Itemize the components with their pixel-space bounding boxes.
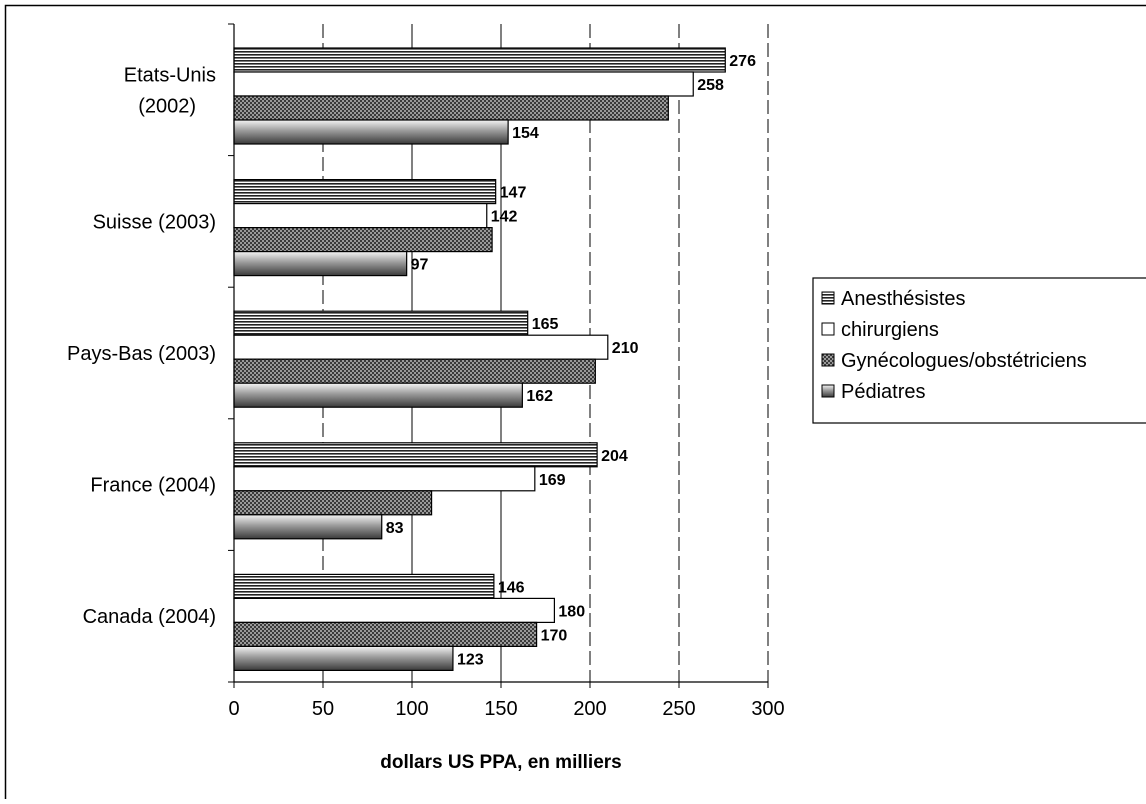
data-label: 210	[612, 340, 639, 357]
legend: Anesthésistes chirurgiens Gynécologues/obs…	[813, 278, 1146, 423]
bar-p-diatres	[234, 252, 407, 276]
bar-gyn-cologues-obst-triciens	[234, 96, 668, 120]
legend-swatch	[822, 292, 834, 304]
data-label: 146	[498, 579, 525, 596]
bar-p-diatres	[234, 646, 453, 670]
bar-chirurgiens	[234, 598, 554, 622]
legend-swatch	[822, 385, 834, 397]
data-label: 258	[697, 77, 724, 94]
category-label: France (2004)	[90, 475, 216, 497]
x-tick-label: 150	[484, 698, 517, 720]
bar-gyn-cologues-obst-triciens	[234, 228, 492, 252]
category-label: Pays-Bas (2003)	[67, 343, 216, 365]
legend-label: Pédiatres	[841, 381, 926, 403]
bar-anesth-sistes	[234, 180, 496, 204]
data-label: 97	[411, 257, 429, 274]
legend-swatch	[822, 323, 834, 335]
data-label: 154	[512, 125, 539, 142]
data-label: 276	[729, 53, 756, 70]
x-axis-title: dollars US PPA, en milliers	[380, 752, 621, 773]
legend-label: Anesthésistes	[841, 288, 966, 310]
bar-anesth-sistes	[234, 48, 725, 72]
legend-label: chirurgiens	[841, 319, 939, 341]
x-tick-label: 0	[228, 698, 239, 720]
x-tick-label: 200	[573, 698, 606, 720]
bar-gyn-cologues-obst-triciens	[234, 622, 537, 646]
x-tick-label: 50	[312, 698, 334, 720]
bar-chirurgiens	[234, 467, 535, 491]
bar-chirurgiens	[234, 335, 608, 359]
data-label: 165	[532, 316, 559, 333]
data-label: 83	[386, 520, 404, 537]
bar-p-diatres	[234, 515, 382, 539]
bar-anesth-sistes	[234, 574, 494, 598]
data-label: 142	[491, 209, 518, 226]
x-tick-label: 300	[751, 698, 784, 720]
data-label: 170	[541, 627, 568, 644]
bar-anesth-sistes	[234, 311, 528, 335]
bar-p-diatres	[234, 383, 522, 407]
data-label: 123	[457, 651, 484, 668]
category-label: Canada (2004)	[83, 606, 216, 628]
bar-p-diatres	[234, 120, 508, 144]
x-tick-label: 250	[662, 698, 695, 720]
legend-label: Gynécologues/obstétriciens	[841, 350, 1087, 372]
data-label: 180	[558, 603, 585, 620]
data-label: 147	[500, 185, 527, 202]
category-label: Suisse (2003)	[93, 211, 216, 233]
x-tick-label: 100	[395, 698, 428, 720]
bar-chirurgiens	[234, 72, 693, 96]
bar-anesth-sistes	[234, 443, 597, 467]
legend-swatch	[822, 354, 834, 366]
data-label: 169	[539, 472, 566, 489]
bar-chirurgiens	[234, 204, 487, 228]
bar-gyn-cologues-obst-triciens	[234, 359, 595, 383]
data-label: 204	[601, 448, 628, 465]
data-label: 162	[526, 388, 553, 405]
bar-gyn-cologues-obst-triciens	[234, 491, 432, 515]
